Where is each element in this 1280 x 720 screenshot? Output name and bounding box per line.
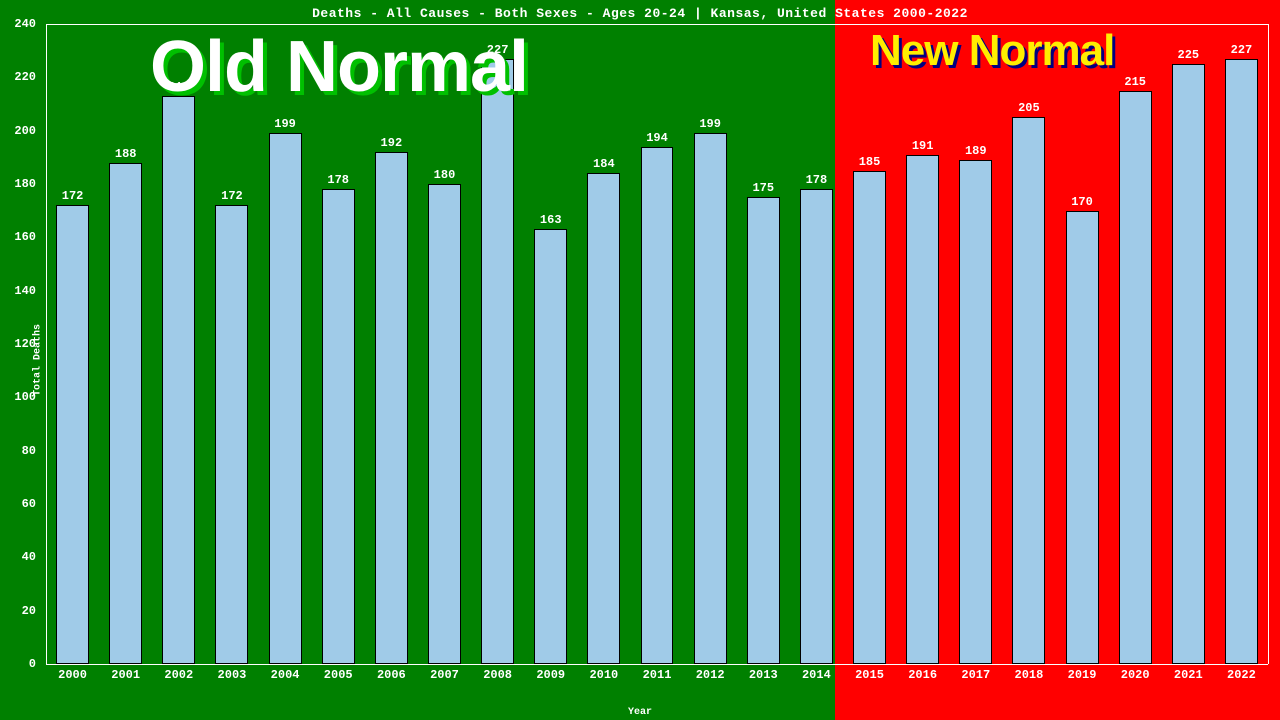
axis-line	[46, 24, 1268, 25]
overlay-text: Old Normal	[150, 26, 528, 108]
bar-value-label: 225	[1177, 48, 1199, 62]
x-tick-label: 2015	[855, 668, 884, 682]
bar	[56, 205, 89, 664]
bar-value-label: 227	[1231, 43, 1253, 57]
x-tick-label: 2002	[164, 668, 193, 682]
chart-title: Deaths - All Causes - Both Sexes - Ages …	[0, 6, 1280, 21]
bar-value-label: 172	[221, 189, 243, 203]
bar	[747, 197, 780, 664]
bar	[162, 96, 195, 664]
y-tick-label: 80	[0, 444, 36, 458]
x-tick-label: 2011	[643, 668, 672, 682]
x-tick-label: 2019	[1068, 668, 1097, 682]
y-tick-label: 140	[0, 284, 36, 298]
bar-value-label: 194	[646, 131, 668, 145]
y-tick-label: 200	[0, 124, 36, 138]
bar-value-label: 188	[115, 147, 137, 161]
x-tick-label: 2020	[1121, 668, 1150, 682]
bar-value-label: 178	[806, 173, 828, 187]
x-tick-label: 2013	[749, 668, 778, 682]
bar	[269, 133, 302, 664]
x-tick-label: 2005	[324, 668, 353, 682]
x-tick-label: 2018	[1015, 668, 1044, 682]
bar	[800, 189, 833, 664]
x-tick-label: 2007	[430, 668, 459, 682]
bar	[534, 229, 567, 664]
bar-value-label: 192	[381, 136, 403, 150]
y-tick-label: 100	[0, 390, 36, 404]
bar-value-label: 178	[327, 173, 349, 187]
bar-value-label: 199	[699, 117, 721, 131]
bar	[641, 147, 674, 664]
x-tick-label: 2017	[961, 668, 990, 682]
x-tick-label: 2001	[111, 668, 140, 682]
y-tick-label: 240	[0, 17, 36, 31]
x-tick-label: 2021	[1174, 668, 1203, 682]
y-tick-label: 160	[0, 230, 36, 244]
bar-value-label: 170	[1071, 195, 1093, 209]
y-tick-label: 220	[0, 70, 36, 84]
y-tick-label: 180	[0, 177, 36, 191]
bar	[1172, 64, 1205, 664]
x-tick-label: 2016	[908, 668, 937, 682]
axis-line	[1268, 24, 1269, 664]
bar-value-label: 175	[752, 181, 774, 195]
bar-value-label: 184	[593, 157, 615, 171]
overlay-text: New Normal	[870, 26, 1114, 76]
bar-value-label: 205	[1018, 101, 1040, 115]
bar	[959, 160, 992, 664]
bar	[109, 163, 142, 664]
y-axis-label: Total Deaths	[33, 324, 44, 396]
bar-value-label: 163	[540, 213, 562, 227]
x-tick-label: 2010	[589, 668, 618, 682]
bar	[375, 152, 408, 664]
bar	[587, 173, 620, 664]
x-tick-label: 2006	[377, 668, 406, 682]
bar-value-label: 185	[859, 155, 881, 169]
bar-value-label: 189	[965, 144, 987, 158]
bar	[1225, 59, 1258, 664]
bar-value-label: 215	[1124, 75, 1146, 89]
bar	[853, 171, 886, 664]
axis-line	[46, 664, 1268, 665]
x-tick-label: 2012	[696, 668, 725, 682]
bar	[1012, 117, 1045, 664]
bar	[322, 189, 355, 664]
x-tick-label: 2009	[536, 668, 565, 682]
bar-value-label: 199	[274, 117, 296, 131]
x-tick-label: 2014	[802, 668, 831, 682]
background-region	[835, 0, 1280, 720]
chart-container: Deaths - All Causes - Both Sexes - Ages …	[0, 0, 1280, 720]
y-tick-label: 20	[0, 604, 36, 618]
bar-value-label: 180	[434, 168, 456, 182]
axis-line	[46, 24, 47, 664]
x-tick-label: 2004	[271, 668, 300, 682]
bar	[428, 184, 461, 664]
x-tick-label: 2000	[58, 668, 87, 682]
bar	[906, 155, 939, 664]
bar-value-label: 191	[912, 139, 934, 153]
y-tick-label: 120	[0, 337, 36, 351]
bar	[215, 205, 248, 664]
bar	[694, 133, 727, 664]
y-tick-label: 0	[0, 657, 36, 671]
x-tick-label: 2008	[483, 668, 512, 682]
y-tick-label: 60	[0, 497, 36, 511]
x-axis-label: Year	[628, 707, 652, 718]
bar	[1066, 211, 1099, 664]
bar	[1119, 91, 1152, 664]
x-tick-label: 2003	[218, 668, 247, 682]
x-tick-label: 2022	[1227, 668, 1256, 682]
bar	[481, 59, 514, 664]
y-tick-label: 40	[0, 550, 36, 564]
bar-value-label: 172	[62, 189, 84, 203]
